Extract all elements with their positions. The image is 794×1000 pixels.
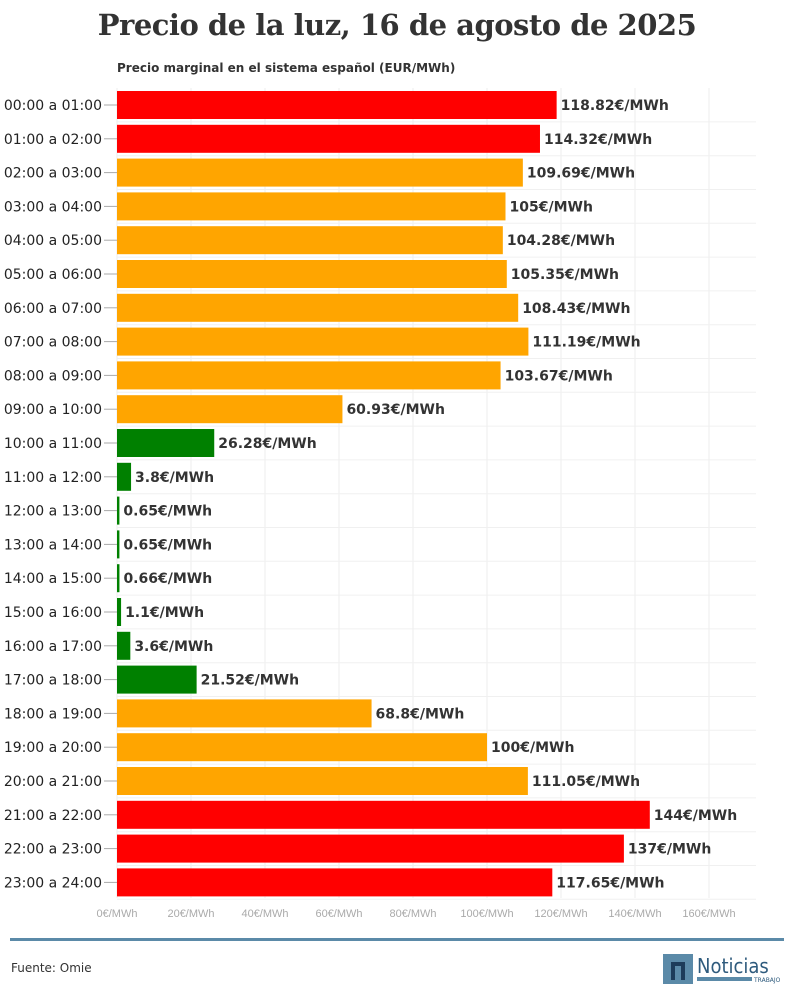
x-tick-label: 120€/MWh	[534, 908, 587, 920]
data-label: 0.65€/MWh	[123, 504, 212, 520]
x-tick-label: 20€/MWh	[167, 908, 214, 920]
y-tick-label: 12:00 a 13:00	[4, 504, 102, 520]
data-label: 111.05€/MWh	[532, 774, 640, 790]
bar	[117, 462, 132, 491]
bar	[117, 395, 343, 424]
bar	[117, 327, 529, 356]
y-tick-label: 06:00 a 07:00	[4, 301, 102, 317]
data-label: 144€/MWh	[654, 808, 737, 824]
data-label: 111.19€/MWh	[532, 335, 640, 351]
y-tick-label: 07:00 a 08:00	[4, 335, 102, 351]
x-tick-label: 60€/MWh	[315, 908, 362, 920]
data-label: 100€/MWh	[491, 740, 574, 756]
data-label: 3.6€/MWh	[134, 639, 213, 655]
bar	[117, 530, 120, 559]
bar	[117, 260, 507, 288]
data-label: 0.65€/MWh	[123, 537, 212, 553]
data-label: 118.82€/MWh	[561, 98, 669, 114]
bar	[117, 631, 131, 660]
y-tick-label: 16:00 a 17:00	[4, 639, 102, 655]
bar	[117, 665, 197, 694]
y-tick-label: 08:00 a 09:00	[4, 368, 102, 384]
data-label: 105.35€/MWh	[511, 267, 619, 283]
y-tick-label: 17:00 a 18:00	[4, 673, 102, 689]
noticias-trabajo-logo: Noticias TRABAJO	[663, 954, 781, 984]
svg-text:TRABAJO: TRABAJO	[753, 977, 781, 984]
data-label: 114.32€/MWh	[544, 132, 652, 148]
y-tick-label: 22:00 a 23:00	[4, 842, 102, 858]
bar	[117, 699, 372, 728]
x-tick-label: 0€/MWh	[97, 908, 138, 920]
bar	[117, 496, 120, 525]
bar	[117, 834, 624, 863]
y-tick-label: 13:00 a 14:00	[4, 537, 102, 553]
y-tick-label: 05:00 a 06:00	[4, 267, 102, 283]
footer-divider	[10, 938, 784, 941]
data-label: 1.1€/MWh	[125, 605, 204, 621]
bar	[117, 564, 120, 593]
data-label: 68.8€/MWh	[376, 706, 465, 722]
bar	[117, 124, 540, 153]
y-tick-label: 03:00 a 04:00	[4, 199, 102, 215]
x-tick-label: 100€/MWh	[460, 908, 513, 920]
y-tick-label: 18:00 a 19:00	[4, 706, 102, 722]
y-tick-label: 10:00 a 11:00	[4, 436, 102, 452]
data-label: 0.66€/MWh	[123, 571, 212, 587]
x-tick-label: 160€/MWh	[682, 908, 735, 920]
bar	[117, 91, 557, 119]
data-label: 108.43€/MWh	[522, 301, 630, 317]
bar	[117, 429, 215, 457]
bar-chart: 0€/MWh 20€/MWh 40€/MWh 60€/MWh 80€/MWh 100€/M…	[4, 88, 756, 920]
bar	[117, 192, 506, 221]
bar	[117, 598, 122, 626]
x-tick-label: 40€/MWh	[241, 908, 288, 920]
bar	[117, 226, 503, 255]
source-note: Fuente: Omie	[11, 961, 92, 975]
y-tick-label: 19:00 a 20:00	[4, 740, 102, 756]
bar	[117, 158, 523, 187]
chart-title: Precio de la luz, 16 de agosto de 2025	[97, 8, 697, 42]
y-tick-label: 09:00 a 10:00	[4, 402, 102, 418]
y-tick-label: 00:00 a 01:00	[4, 98, 102, 114]
y-tick-label: 01:00 a 02:00	[4, 132, 102, 148]
bar	[117, 767, 528, 795]
data-label: 26.28€/MWh	[218, 436, 316, 452]
data-label: 60.93€/MWh	[346, 402, 444, 418]
data-label: 117.65€/MWh	[556, 875, 664, 891]
y-tick-label: 20:00 a 21:00	[4, 774, 102, 790]
bar	[117, 361, 501, 390]
y-tick-label: 04:00 a 05:00	[4, 233, 102, 249]
y-tick-label: 14:00 a 15:00	[4, 571, 102, 587]
data-label: 137€/MWh	[628, 842, 711, 858]
y-tick-label: 11:00 a 12:00	[4, 470, 102, 486]
data-label: 3.8€/MWh	[135, 470, 214, 486]
y-tick-label: 21:00 a 22:00	[4, 808, 102, 824]
bar	[117, 800, 650, 829]
y-tick-label: 15:00 a 16:00	[4, 605, 102, 621]
x-tick-label: 80€/MWh	[389, 908, 436, 920]
svg-text:Noticias: Noticias	[697, 954, 769, 978]
data-label: 105€/MWh	[510, 199, 593, 215]
x-tick-label: 140€/MWh	[608, 908, 661, 920]
y-tick-label: 02:00 a 03:00	[4, 166, 102, 182]
data-label: 21.52€/MWh	[201, 673, 299, 689]
bar	[117, 293, 519, 322]
y-tick-label: 23:00 a 24:00	[4, 875, 102, 891]
bar	[117, 868, 553, 897]
data-label: 103.67€/MWh	[505, 368, 613, 384]
chart-subtitle: Precio marginal en el sistema español (E…	[117, 61, 456, 75]
data-label: 109.69€/MWh	[527, 166, 635, 182]
data-label: 104.28€/MWh	[507, 233, 615, 249]
bar	[117, 733, 487, 762]
